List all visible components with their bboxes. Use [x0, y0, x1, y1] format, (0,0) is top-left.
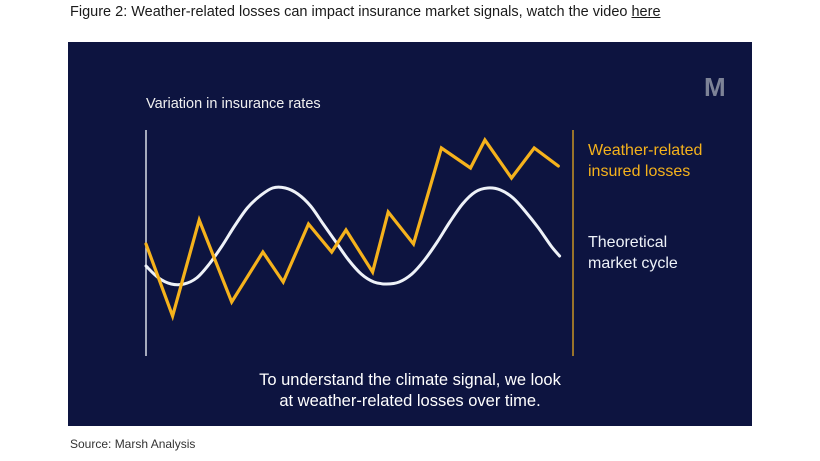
figure-caption: Figure 2: Weather-related losses can imp…	[70, 4, 661, 20]
chart-panel: Variation in insurance rates M Weather-r…	[68, 42, 752, 426]
source-note: Source: Marsh Analysis	[70, 437, 196, 451]
series-line-market-cycle	[144, 185, 562, 287]
video-link[interactable]: here	[631, 4, 661, 20]
legend-losses: Weather-related insured losses	[588, 142, 703, 180]
legend-cycle: Theoretical market cycle	[588, 234, 678, 272]
caption-text: Figure 2: Weather-related losses can imp…	[70, 4, 632, 20]
marsh-logo: M	[704, 72, 726, 102]
series-layer	[144, 136, 562, 322]
series-line-weather-losses	[144, 136, 560, 322]
y-axis-label: Variation in insurance rates	[146, 96, 321, 112]
line-chart	[144, 130, 574, 356]
chart-annotation: To understand the climate signal, we loo…	[259, 371, 561, 410]
